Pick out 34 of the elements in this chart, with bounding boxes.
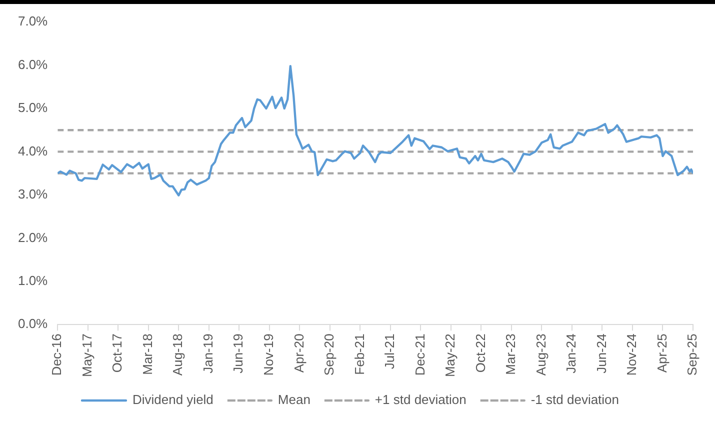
legend-label: Mean — [278, 392, 310, 408]
x-tick-label: Oct-17 — [110, 334, 125, 373]
x-tick-label: Oct-22 — [472, 334, 488, 373]
x-tick-label: Aug-18 — [170, 334, 186, 376]
x-tick-label: Jul-21 — [382, 334, 398, 370]
y-tick-label: 0.0% — [18, 316, 48, 332]
x-tick-label: Feb-21 — [352, 334, 367, 375]
x-tick-label: May-17 — [79, 334, 94, 378]
x-tick-label: Dec-21 — [412, 334, 428, 376]
y-tick-label: 6.0% — [18, 56, 48, 72]
y-tick-label: 4.0% — [18, 143, 48, 158]
x-tick-label: Mar-18 — [140, 334, 155, 375]
y-tick-label: 5.0% — [18, 100, 48, 116]
y-tick-label: 3.0% — [18, 186, 48, 202]
x-tick-label: Apr-20 — [291, 334, 306, 373]
x-tick-label: Jun-19 — [230, 334, 246, 374]
x-tick-label: Aug-23 — [533, 334, 548, 376]
x-tick-label: Apr-25 — [654, 334, 670, 373]
x-tick-label: Sep-25 — [684, 334, 700, 376]
y-tick-label: 7.0% — [18, 14, 48, 29]
x-tick-label: Jan-19 — [200, 334, 216, 374]
y-tick-label: 1.0% — [18, 272, 48, 288]
y-tick-label: 2.0% — [18, 230, 48, 245]
x-tick-label: Nov-24 — [624, 334, 640, 376]
x-tick-label: Jun-24 — [594, 334, 609, 374]
x-tick-label: May-22 — [442, 334, 458, 378]
x-tick-label: Jan-24 — [564, 334, 579, 374]
x-tick-label: Dec-16 — [49, 334, 64, 376]
legend-label: +1 std deviation — [374, 392, 466, 408]
x-tick-label: Sep-20 — [322, 334, 337, 376]
legend-label: -1 std deviation — [530, 392, 620, 408]
x-tick-label: Nov-19 — [261, 334, 276, 376]
x-tick-label: Mar-23 — [503, 334, 518, 375]
legend-label: Dividend yield — [132, 392, 214, 408]
